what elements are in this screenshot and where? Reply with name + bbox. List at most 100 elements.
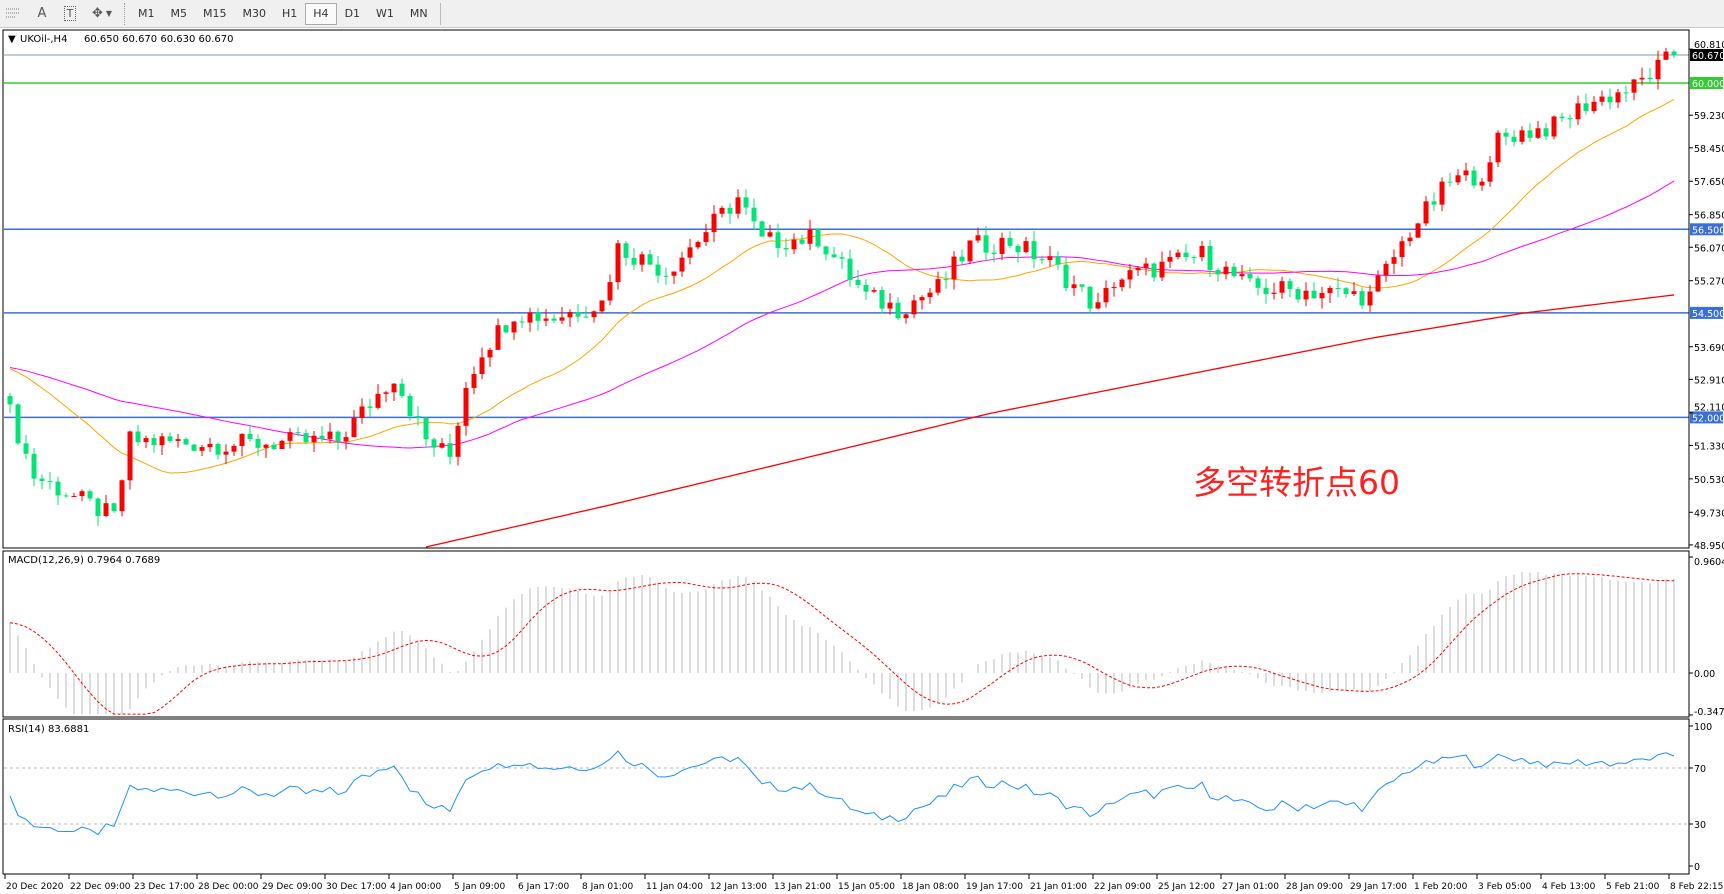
candle-body bbox=[367, 406, 373, 408]
candle-body bbox=[1303, 290, 1309, 300]
candle-body bbox=[1223, 266, 1229, 275]
candle-body bbox=[1527, 130, 1533, 138]
timeframe-m30[interactable]: M30 bbox=[242, 7, 267, 20]
text-icon[interactable]: A bbox=[37, 6, 47, 21]
macd-signal-line bbox=[9, 573, 1675, 715]
candle-body bbox=[1319, 292, 1325, 299]
rsi-title: RSI(14) 83.6881 bbox=[8, 724, 89, 735]
candle-body bbox=[799, 239, 805, 244]
candle-body bbox=[959, 256, 965, 262]
toolbar: A T ✥ ▼ M1 M5 M15 M30 H1 H4 D1 W1 MN bbox=[0, 0, 1724, 28]
candle-body bbox=[503, 325, 509, 333]
candle-body bbox=[31, 453, 37, 479]
candle-body bbox=[1087, 286, 1093, 309]
candle-body bbox=[1295, 289, 1301, 300]
timeframe-m5[interactable]: M5 bbox=[170, 7, 188, 20]
timeframe-h1[interactable]: H1 bbox=[282, 7, 298, 20]
time-tick-label: 3 Feb 05:00 bbox=[1478, 882, 1532, 892]
candle-body bbox=[735, 197, 741, 214]
candle-body bbox=[311, 435, 317, 443]
price-tick-label: 56.070 bbox=[1694, 243, 1724, 254]
candle-body bbox=[1431, 201, 1437, 205]
candle-body bbox=[983, 235, 989, 253]
candle-body bbox=[247, 433, 253, 440]
candle-body bbox=[215, 443, 221, 455]
ma-fast-line bbox=[9, 99, 1675, 474]
candle-body bbox=[687, 247, 693, 258]
candle-body bbox=[431, 439, 437, 448]
candle-body bbox=[239, 433, 245, 446]
timeframe-m1[interactable]: M1 bbox=[138, 7, 155, 20]
candle-body bbox=[1047, 256, 1053, 260]
line-studies-icon[interactable] bbox=[0, 2, 28, 26]
time-tick-label: 27 Jan 01:00 bbox=[1222, 882, 1279, 892]
candle-body bbox=[455, 425, 461, 457]
candle-body bbox=[159, 436, 165, 446]
candle-body bbox=[607, 282, 613, 301]
candle-body bbox=[1671, 51, 1677, 55]
candle-body bbox=[719, 207, 725, 214]
candle-body bbox=[1567, 118, 1573, 120]
text-label-glyph: T bbox=[63, 6, 77, 21]
candle-body bbox=[695, 241, 701, 248]
candle-body bbox=[151, 438, 157, 446]
candle-body bbox=[1335, 287, 1341, 289]
candle-body bbox=[511, 321, 517, 333]
price-tick-label: 50.530 bbox=[1694, 475, 1724, 486]
candle-body bbox=[863, 284, 869, 292]
macd-panel bbox=[2, 550, 1690, 718]
candle-body bbox=[1591, 101, 1597, 112]
time-tick-label: 6 Jan 17:00 bbox=[518, 882, 570, 892]
candle-body bbox=[703, 232, 709, 242]
candle-body bbox=[1487, 162, 1493, 182]
candle-body bbox=[287, 432, 293, 441]
candle-body bbox=[519, 321, 525, 323]
timeframe-d1[interactable]: D1 bbox=[344, 7, 361, 20]
level-price-tag bbox=[1690, 48, 1723, 61]
timeframe-mn[interactable]: MN bbox=[409, 7, 428, 20]
text-label-icon[interactable]: T bbox=[56, 2, 84, 26]
time-tick-label: 22 Jan 09:00 bbox=[1094, 882, 1151, 892]
candle-body bbox=[175, 439, 181, 441]
candle-body bbox=[1623, 92, 1629, 94]
candle-body bbox=[135, 431, 141, 443]
candle-body bbox=[327, 431, 333, 439]
annotation-text: 多空转折点60 bbox=[1193, 463, 1400, 502]
price-tick-label: 56.850 bbox=[1694, 211, 1724, 222]
candle-body bbox=[479, 357, 485, 375]
price-tick-label: 52.110 bbox=[1694, 402, 1724, 413]
time-tick-label: 15 Jan 05:00 bbox=[838, 882, 895, 892]
candle-body bbox=[1471, 170, 1477, 186]
candle-body bbox=[463, 387, 469, 426]
candle-body bbox=[975, 235, 981, 241]
candle-body bbox=[1247, 274, 1253, 279]
time-tick-label: 4 Jan 00:00 bbox=[390, 882, 442, 892]
symbol-header: UKOil-,H4 bbox=[20, 34, 67, 45]
time-tick-label: 11 Jan 04:00 bbox=[646, 882, 703, 892]
candle-body bbox=[639, 254, 645, 265]
timeframe-m15[interactable]: M15 bbox=[203, 7, 227, 20]
rsi-tick-label: 70 bbox=[1694, 764, 1706, 775]
candle-body bbox=[1055, 256, 1061, 265]
candle-body bbox=[823, 246, 829, 255]
chart-header-arrow-icon[interactable]: ▼ bbox=[8, 34, 16, 45]
candle-body bbox=[1647, 77, 1653, 80]
candle-body bbox=[1119, 279, 1125, 288]
candle-body bbox=[903, 314, 909, 319]
candle-body bbox=[1439, 181, 1445, 205]
candle-body bbox=[263, 444, 269, 448]
candle-body bbox=[495, 325, 501, 350]
ma-slow-line bbox=[425, 294, 1675, 548]
timeframe-h4[interactable]: H4 bbox=[305, 2, 337, 25]
level-price-label: 60.670 bbox=[1692, 51, 1724, 62]
arrows-icon[interactable]: ✥ ▼ bbox=[91, 6, 113, 21]
candle-body bbox=[231, 445, 237, 452]
candle-body bbox=[1127, 270, 1133, 280]
candle-body bbox=[847, 258, 853, 280]
timeframe-w1[interactable]: W1 bbox=[376, 7, 394, 20]
price-tick-label: 48.950 bbox=[1694, 541, 1724, 552]
candle-body bbox=[1607, 96, 1613, 103]
time-tick-label: 8 Feb 22:15 bbox=[1670, 882, 1723, 892]
ma-mid-line bbox=[9, 180, 1675, 449]
